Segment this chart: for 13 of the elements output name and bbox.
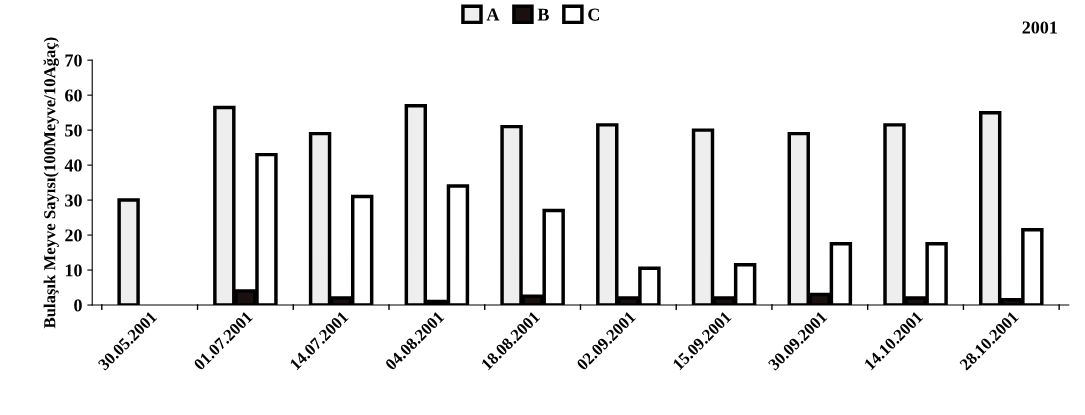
y-tick-label: 0 [74, 299, 82, 312]
y-tick-label: 30 [65, 194, 82, 207]
chart-title: 2001 [1022, 21, 1057, 34]
y-tick-label: 10 [65, 264, 82, 277]
y-axis-title: Bulaşık Meyve Sayısı(100Meyve/10Ağaç) [43, 37, 59, 329]
y-tick-label: 70 [65, 54, 82, 67]
legend-label: A [486, 8, 500, 21]
y-tick-label: 20 [65, 229, 82, 242]
legend-label: C [588, 8, 599, 21]
y-tick-label: 40 [64, 159, 82, 172]
y-tick-label: 60 [65, 89, 82, 102]
y-tick-label: 50 [65, 124, 82, 137]
legend-label: B [537, 8, 549, 21]
